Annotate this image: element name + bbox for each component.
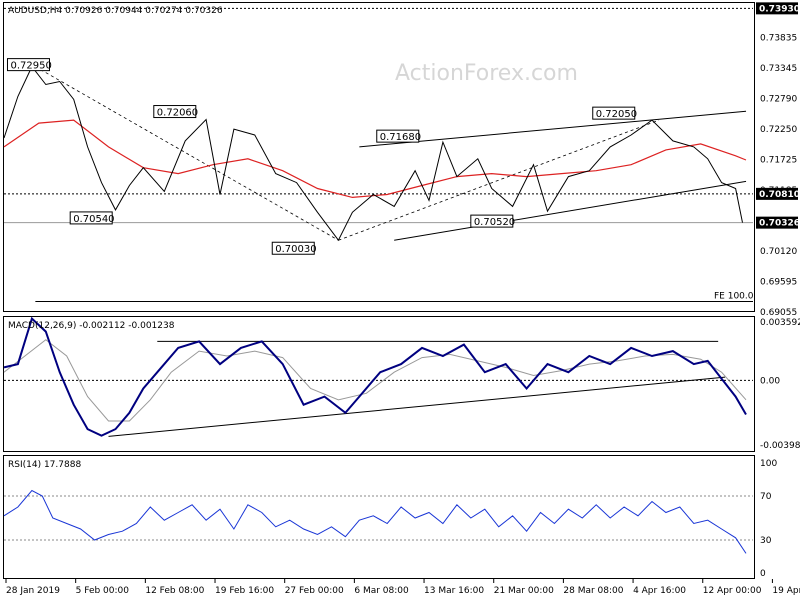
price-panel-frame — [3, 2, 755, 312]
price-y-tick-label: 0.69055 — [760, 308, 797, 318]
price-y-tick-label: 0.73835 — [760, 34, 797, 44]
rsi-line — [3, 489, 747, 554]
resistance-trendline — [359, 110, 747, 148]
rsi-y-tick-label: 30 — [760, 536, 772, 546]
macd-panel-title: MACD(12,26,9) -0.002112 -0.001238 — [8, 321, 175, 331]
price-y-tick-label: 0.70120 — [760, 247, 797, 257]
price-label: 0.70520 — [474, 217, 515, 228]
macd-line — [3, 316, 747, 437]
rsi-y-tick-label: 70 — [760, 492, 772, 502]
x-tick-label: 12 Apr 00:00 — [703, 586, 762, 596]
rsi-y-tick-label: 100 — [760, 459, 777, 469]
price-label: 0.70030 — [275, 244, 316, 255]
price-y-tick-label: 0.72790 — [760, 95, 797, 105]
moving-average-line — [3, 119, 747, 199]
x-axis: 28 Jan 2019 5 Feb 00:00 12 Feb 08:00 19 Feb… — [5, 579, 800, 596]
x-tick-label: 28 Mar 08:00 — [563, 586, 623, 596]
macd-trendline — [108, 376, 726, 437]
rsi-panel-title: RSI(14) 17.7888 — [8, 460, 81, 470]
x-tick-label: 28 Jan 2019 — [6, 586, 60, 596]
rsi-plot: 100 70 30 0 — [3, 459, 777, 579]
price-label-box — [376, 129, 420, 143]
price-label-box — [6, 58, 50, 72]
price-label-box — [271, 241, 315, 255]
price-label-box — [153, 105, 197, 119]
watermark: ActionForex.com — [395, 61, 578, 86]
x-tick-label: 4 Apr 16:00 — [633, 586, 686, 596]
price-label: 0.72060 — [157, 108, 198, 119]
price-plot: 0.73930 0.73835 0.73345 0.72790 0.72250 0.717… — [3, 2, 800, 318]
support-trendline — [394, 180, 747, 241]
x-tick-label: 12 Feb 08:00 — [145, 586, 204, 596]
price-label-box — [470, 214, 514, 228]
price-label: 0.72050 — [596, 109, 637, 120]
price-y-tick-label: 0.69595 — [760, 278, 797, 288]
price-label: 0.71680 — [380, 132, 421, 143]
x-tick-label: 19 Feb 16:00 — [215, 586, 274, 596]
price-y-tick-label: 0.71725 — [760, 156, 797, 166]
fe-100-label: FE 100.0 — [714, 291, 754, 301]
macd-y-tick-label: -0.003986 — [760, 441, 800, 451]
rsi-y-tick-label: 0 — [760, 569, 766, 579]
price-line — [3, 65, 743, 242]
axis-price-badge — [756, 2, 798, 15]
price-label-box — [69, 211, 113, 225]
macd-signal-line — [3, 339, 747, 422]
axis-price-badge — [756, 187, 798, 200]
x-tick-label: 21 Mar 00:00 — [494, 586, 554, 596]
price-panel-title: AUDUSD,H4 0.70926 0.70944 0.70274 0.7032… — [8, 6, 223, 16]
rsi-panel-frame — [3, 455, 755, 579]
price-y-tick-label: 0.73345 — [760, 64, 797, 74]
dashed-projection-line — [35, 66, 339, 241]
price-label: 0.72950 — [10, 61, 51, 72]
x-tick-label: 27 Feb 00:00 — [285, 586, 344, 596]
macd-y-tick-label: 0.003592 — [760, 318, 800, 328]
macd-y-tick-label: 0.00 — [760, 376, 780, 386]
axis-price-badge — [756, 216, 798, 229]
axis-price-badge-label: 0.70810 — [759, 190, 800, 200]
price-y-tick-label: 0.72250 — [760, 125, 797, 135]
axis-price-badge-label: 0.73930 — [759, 4, 800, 14]
price-label: 0.70540 — [73, 214, 114, 225]
x-tick-label: 19 Apr 08:00 — [772, 586, 800, 596]
axis-price-badge-label: 0.70326 — [759, 219, 800, 229]
macd-plot: 0.003592 0.00 -0.003986 — [3, 316, 800, 451]
x-tick-label: 6 Mar 08:00 — [354, 586, 409, 596]
price-label-box — [592, 106, 636, 120]
x-tick-label: 5 Feb 00:00 — [76, 586, 130, 596]
x-tick-label: 13 Mar 16:00 — [424, 586, 484, 596]
